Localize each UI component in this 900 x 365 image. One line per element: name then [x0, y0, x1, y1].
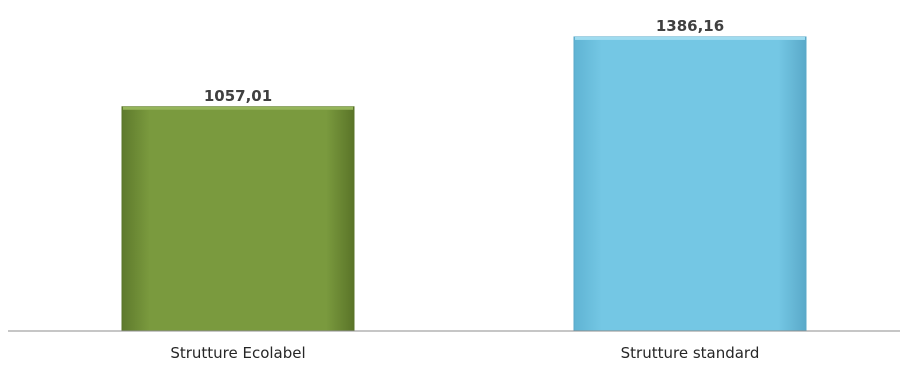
bar-top-highlight-2: [575, 36, 805, 40]
data-label-2: 1386,16: [656, 17, 724, 35]
category-label-2: Strutture standard: [621, 344, 760, 362]
bar-2: [573, 36, 807, 332]
bar-top-highlight-1: [123, 106, 353, 110]
category-label-1: Strutture Ecolabel: [170, 344, 305, 362]
data-label-1: 1057,01: [204, 87, 272, 105]
bars-group: [121, 36, 807, 332]
labels-group: 1057,01 Strutture Ecolabel 1386,16 Struttur…: [170, 17, 759, 362]
bar-1: [121, 106, 355, 332]
